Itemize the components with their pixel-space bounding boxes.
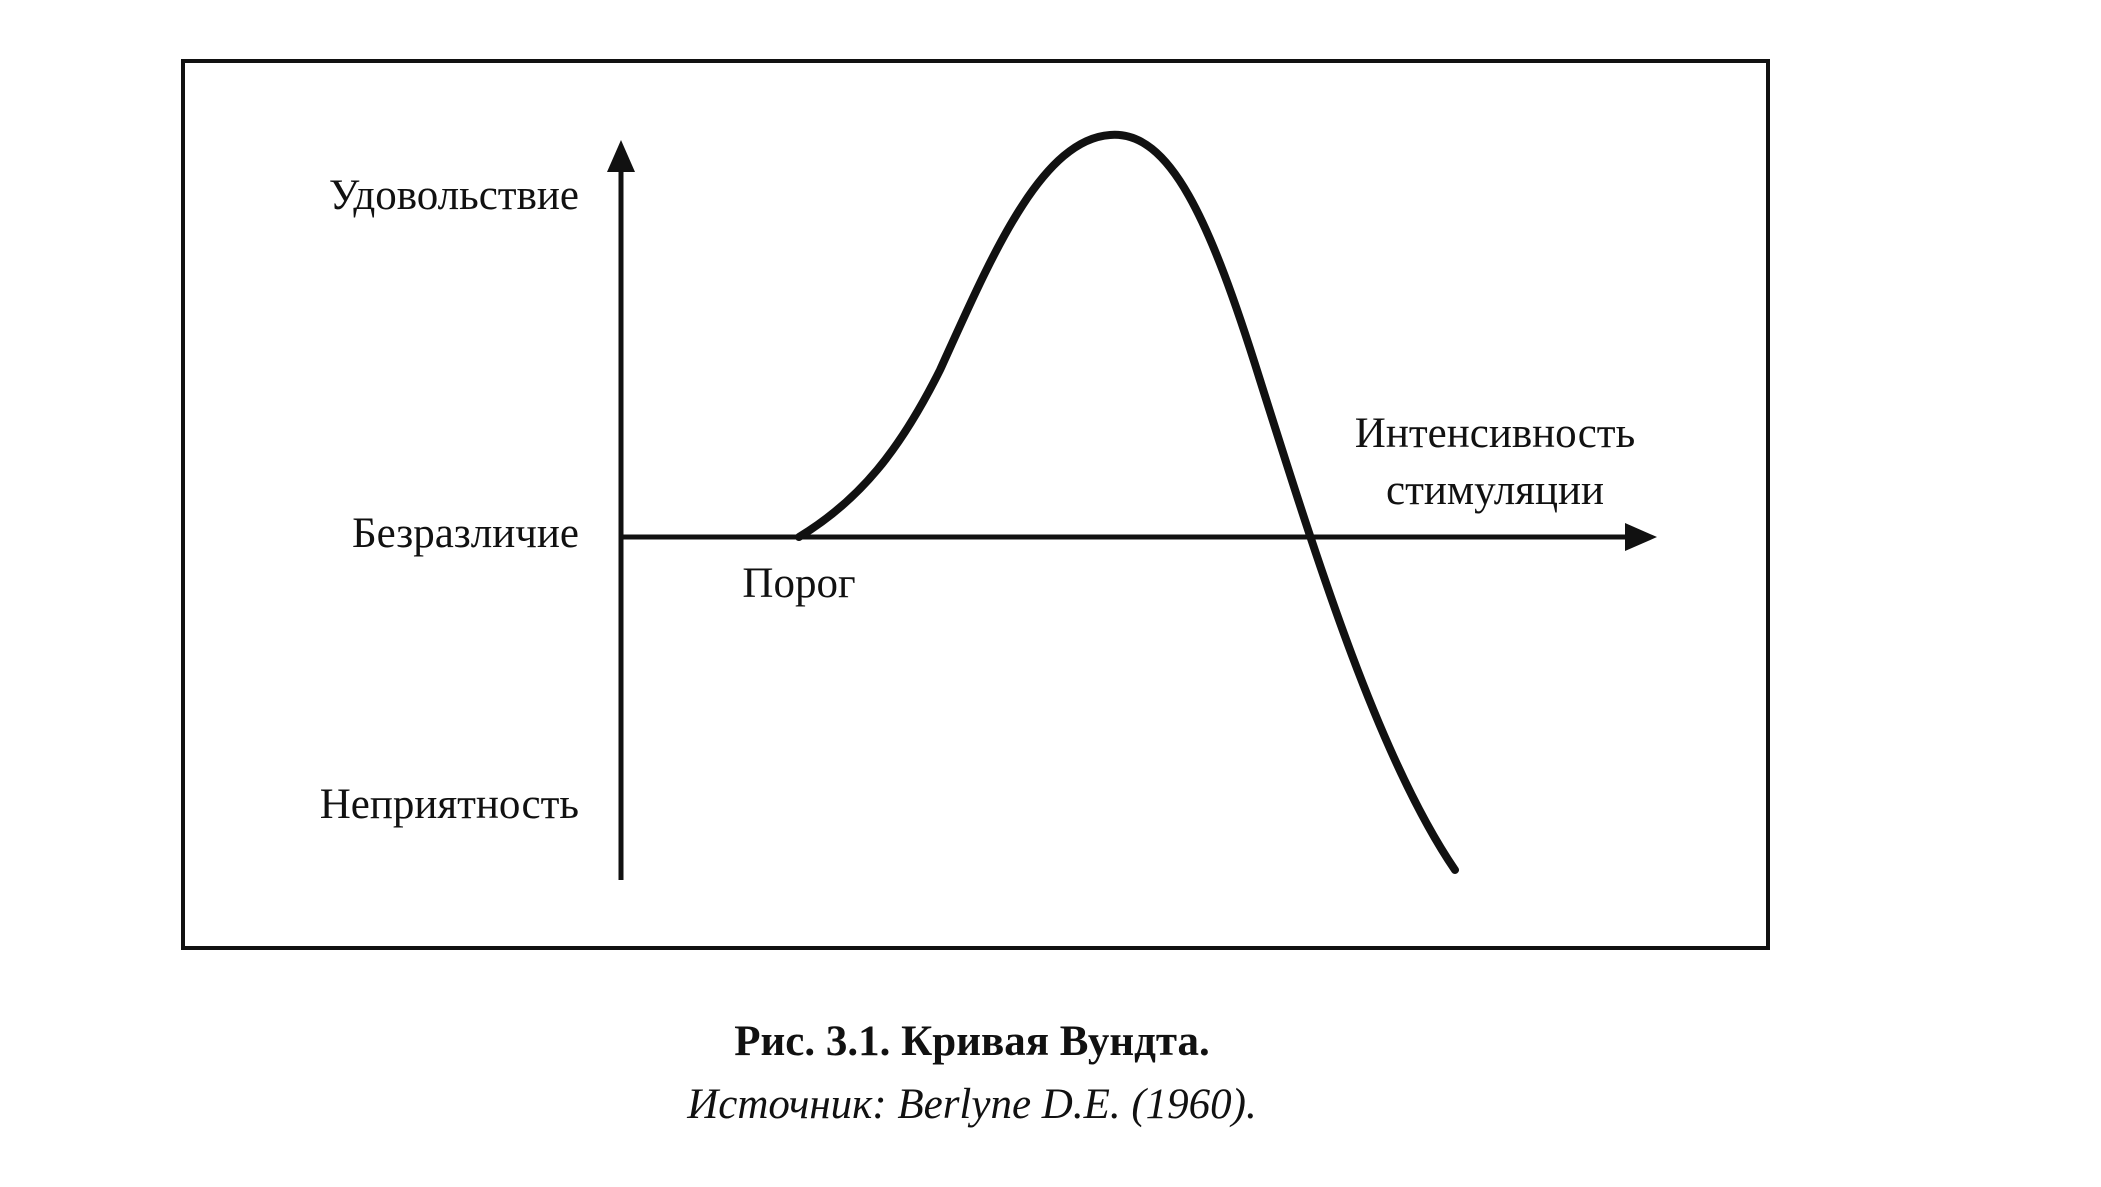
caption-source: Источник: Berlyne D.E. (1960). bbox=[686, 1081, 1257, 1128]
x-axis-label: Интенсивность bbox=[1355, 410, 1635, 457]
y-level-label: Неприятность bbox=[320, 781, 579, 828]
y-axis-arrow bbox=[607, 140, 635, 172]
threshold-label: Порог bbox=[742, 560, 855, 607]
x-axis-label: стимуляции bbox=[1386, 467, 1604, 514]
y-level-label: Удовольствие bbox=[329, 172, 579, 219]
wundt-curve bbox=[795, 130, 1459, 874]
x-axis-arrow bbox=[1625, 523, 1657, 551]
frame bbox=[181, 59, 1770, 950]
y-level-label: Безразличие bbox=[352, 510, 579, 557]
caption-title: Рис. 3.1. Кривая Вундта. bbox=[734, 1018, 1210, 1065]
